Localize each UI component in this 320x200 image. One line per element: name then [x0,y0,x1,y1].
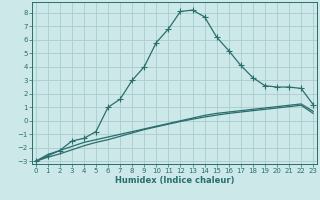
X-axis label: Humidex (Indice chaleur): Humidex (Indice chaleur) [115,176,234,185]
